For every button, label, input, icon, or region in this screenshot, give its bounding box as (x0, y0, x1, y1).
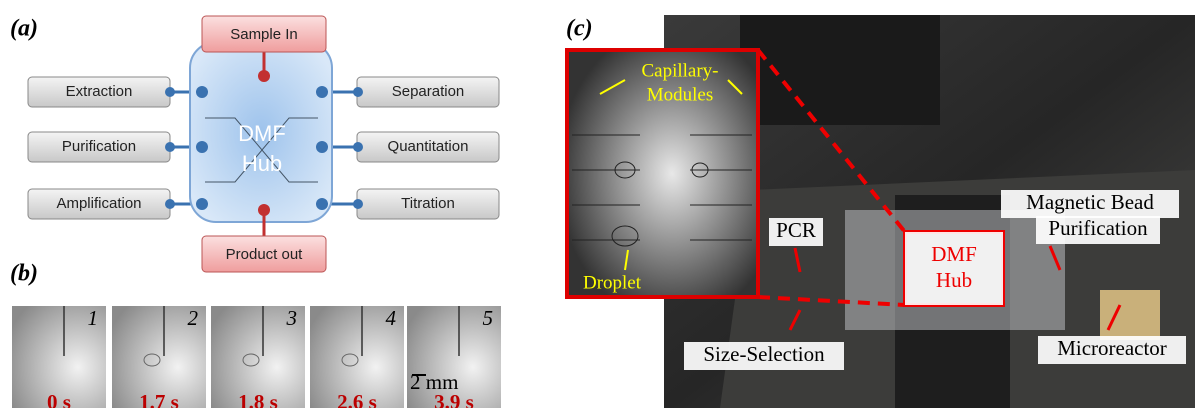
photo-label: DMF (931, 242, 977, 266)
node (258, 204, 270, 216)
hub-text: DMF (238, 121, 286, 146)
node (353, 142, 363, 152)
node (258, 70, 270, 82)
node (196, 141, 208, 153)
droplet-label: Droplet (583, 272, 642, 293)
photo-detail (1100, 290, 1160, 340)
scale-label: 2 mm (410, 370, 458, 394)
photo-label: Purification (1048, 216, 1148, 240)
photo-label: PCR (776, 218, 816, 242)
node (316, 198, 328, 210)
panel-label: (a) (10, 16, 38, 42)
hub-text: Hub (242, 151, 282, 176)
panel-label: (b) (10, 261, 38, 287)
frame-time: 0 s (47, 390, 71, 408)
bottom-text: Product out (226, 246, 304, 263)
photo-label: Hub (936, 268, 972, 292)
frame-time: 1.7 s (139, 390, 179, 408)
side-text: Quantitation (388, 138, 469, 155)
frames: 10 s21.7 s31.8 s42.6 s53.9 s2 mm (12, 306, 501, 408)
photo-label: Microreactor (1057, 336, 1167, 360)
frame-time: 1.8 s (238, 390, 278, 408)
node (316, 86, 328, 98)
frame-index: 4 (386, 306, 397, 330)
panel-label: (c) (566, 16, 593, 42)
frame-index: 5 (483, 306, 494, 330)
side-text: Purification (62, 138, 136, 155)
node (165, 142, 175, 152)
inset-label: Capillary- (641, 60, 718, 81)
side-text: Titration (401, 195, 455, 212)
node (165, 87, 175, 97)
node (196, 86, 208, 98)
node (353, 87, 363, 97)
top-text: Sample In (230, 26, 298, 43)
photo-detail (740, 15, 940, 125)
frame-index: 1 (88, 306, 99, 330)
inset-label: Modules (647, 84, 714, 105)
side-text: Separation (392, 83, 465, 100)
side-text: Extraction (66, 83, 133, 100)
frame-index: 2 (188, 306, 199, 330)
frame-index: 3 (286, 306, 298, 330)
node (353, 199, 363, 209)
photo-label: Size-Selection (703, 342, 825, 366)
figure: (a) DMF Hub Sample In Product out Extrac… (0, 0, 1195, 408)
photo-label: Magnetic Bead (1026, 190, 1154, 214)
frame-time: 2.6 s (337, 390, 377, 408)
node (316, 141, 328, 153)
node (196, 198, 208, 210)
node (165, 199, 175, 209)
side-text: Amplification (56, 195, 141, 212)
